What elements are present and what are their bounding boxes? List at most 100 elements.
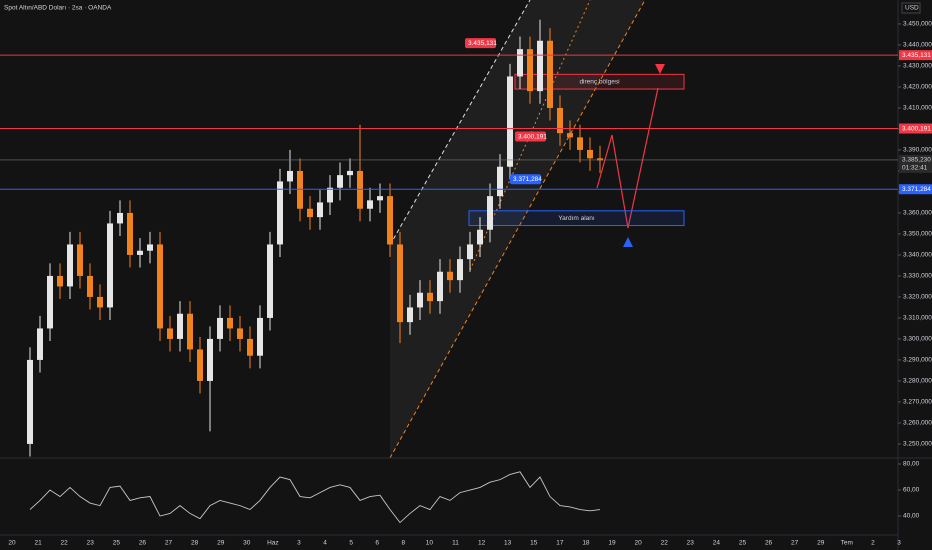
y-tick-label: 3.300,000 <box>903 336 932 343</box>
candle-body <box>117 212 123 224</box>
x-tick-label: 23 <box>687 540 695 547</box>
x-tick-label: 22 <box>661 540 669 547</box>
y-tick-label: 3.310,000 <box>903 315 932 322</box>
x-tick-label: 22 <box>61 540 69 547</box>
x-tick-label: 29 <box>217 540 225 547</box>
candle-body <box>497 166 503 197</box>
y-tick-label: 3.340,000 <box>903 252 932 259</box>
x-tick-label: 3 <box>897 540 901 547</box>
x-tick-label: 30 <box>243 540 251 547</box>
current-price-label: 3.385,230 <box>902 157 931 164</box>
x-tick-label: 3 <box>297 540 301 547</box>
candle-body <box>347 170 353 176</box>
y-tick-label: 3.320,000 <box>903 294 932 301</box>
x-tick-label: 5 <box>349 540 353 547</box>
candle-body <box>267 244 273 318</box>
candle-body <box>337 175 343 188</box>
currency-box <box>901 2 921 14</box>
candle-body <box>467 244 473 260</box>
candle-body <box>317 202 323 218</box>
candle-body <box>287 170 293 182</box>
x-tick-label: 11 <box>452 540 459 547</box>
x-tick-label: 20 <box>8 540 16 547</box>
candle-body <box>307 208 313 218</box>
current-price-tag <box>899 154 932 173</box>
candle-body <box>107 223 113 308</box>
x-tick-label: 28 <box>191 540 199 547</box>
candle-body <box>327 187 333 203</box>
x-tick-label: 20 <box>635 540 643 547</box>
candle-body <box>587 149 593 159</box>
x-tick-label: 13 <box>504 540 512 547</box>
candle-body <box>147 244 153 251</box>
level-tag <box>899 184 932 195</box>
x-tick-label: 21 <box>34 540 42 547</box>
x-tick-label: 8 <box>402 540 406 547</box>
zone-box <box>514 73 685 90</box>
x-tick-label: 25 <box>739 540 747 547</box>
y-tick-label: 3.330,000 <box>903 273 932 280</box>
x-tick-label: Tem <box>841 540 853 547</box>
candle-body <box>47 275 53 329</box>
candle-body <box>447 271 453 281</box>
y-tick-label: 3.410,000 <box>903 105 932 112</box>
rsi-line <box>29 471 601 524</box>
candle-body <box>227 317 233 329</box>
x-tick-label: 23 <box>87 540 95 547</box>
candle-body <box>507 76 513 167</box>
level-chart-tag <box>465 38 496 49</box>
candle-body <box>487 196 493 230</box>
candle-body <box>277 181 283 245</box>
x-tick-label: 17 <box>556 540 564 547</box>
candle-body <box>217 317 223 339</box>
x-tick-label: 2 <box>871 540 875 547</box>
level-chart-tag <box>515 131 546 142</box>
candle-body <box>537 40 543 92</box>
x-tick-label: 25 <box>113 540 121 547</box>
candle-body <box>297 170 303 209</box>
countdown-label: 01:32:41 <box>902 165 928 172</box>
candle-body <box>77 244 83 276</box>
candle-body <box>157 244 163 329</box>
y-tick-label: 3.280,000 <box>903 378 932 385</box>
x-tick-label: 26 <box>765 540 773 547</box>
y-tick-label: 3.450,000 <box>903 21 932 28</box>
candle-body <box>517 49 523 77</box>
x-tick-label: 4 <box>323 540 327 547</box>
candle-body <box>237 328 243 339</box>
y-tick-label: 3.250,000 <box>903 441 932 448</box>
y-tick-label: 3.360,000 <box>903 210 932 217</box>
level-tag-label: 3.400,191 <box>902 125 931 132</box>
candle-body <box>407 307 413 323</box>
candle-body <box>567 133 573 138</box>
x-tick-label: 12 <box>478 540 486 547</box>
candle-body <box>127 212 133 255</box>
x-tick-label: 15 <box>530 540 538 547</box>
candle-body <box>397 244 403 323</box>
candle-body <box>457 259 463 281</box>
zone-label: direnç bölgesi <box>579 78 619 85</box>
candle-body <box>37 328 43 360</box>
candle-body <box>597 158 603 161</box>
candle-body <box>257 317 263 356</box>
level-chart-tag-label: 3.435,131 <box>468 40 497 47</box>
level-chart-tag-label: 3.400,191 <box>518 133 547 140</box>
level-tag <box>899 123 932 134</box>
level-tag <box>899 50 932 61</box>
candle-body <box>557 107 563 134</box>
y-tick-label: 3.440,000 <box>903 42 932 49</box>
candle-body <box>427 292 433 302</box>
candle-body <box>357 170 363 209</box>
y-tick-label: 3.270,000 <box>903 399 932 406</box>
channel-mid <box>469 0 591 271</box>
zone-box <box>468 210 685 227</box>
candle-body <box>57 275 63 287</box>
y-tick-label: 3.430,000 <box>903 63 932 70</box>
y-tick-label: 3.390,000 <box>903 147 932 154</box>
rsi-tick-label: 80,00 <box>903 461 920 468</box>
rsi-tick-label: 60,00 <box>903 487 920 494</box>
y-tick-label: 3.290,000 <box>903 357 932 364</box>
channel-upper <box>389 0 531 246</box>
y-tick-label: 3.260,000 <box>903 420 932 427</box>
candle-body <box>367 200 373 209</box>
